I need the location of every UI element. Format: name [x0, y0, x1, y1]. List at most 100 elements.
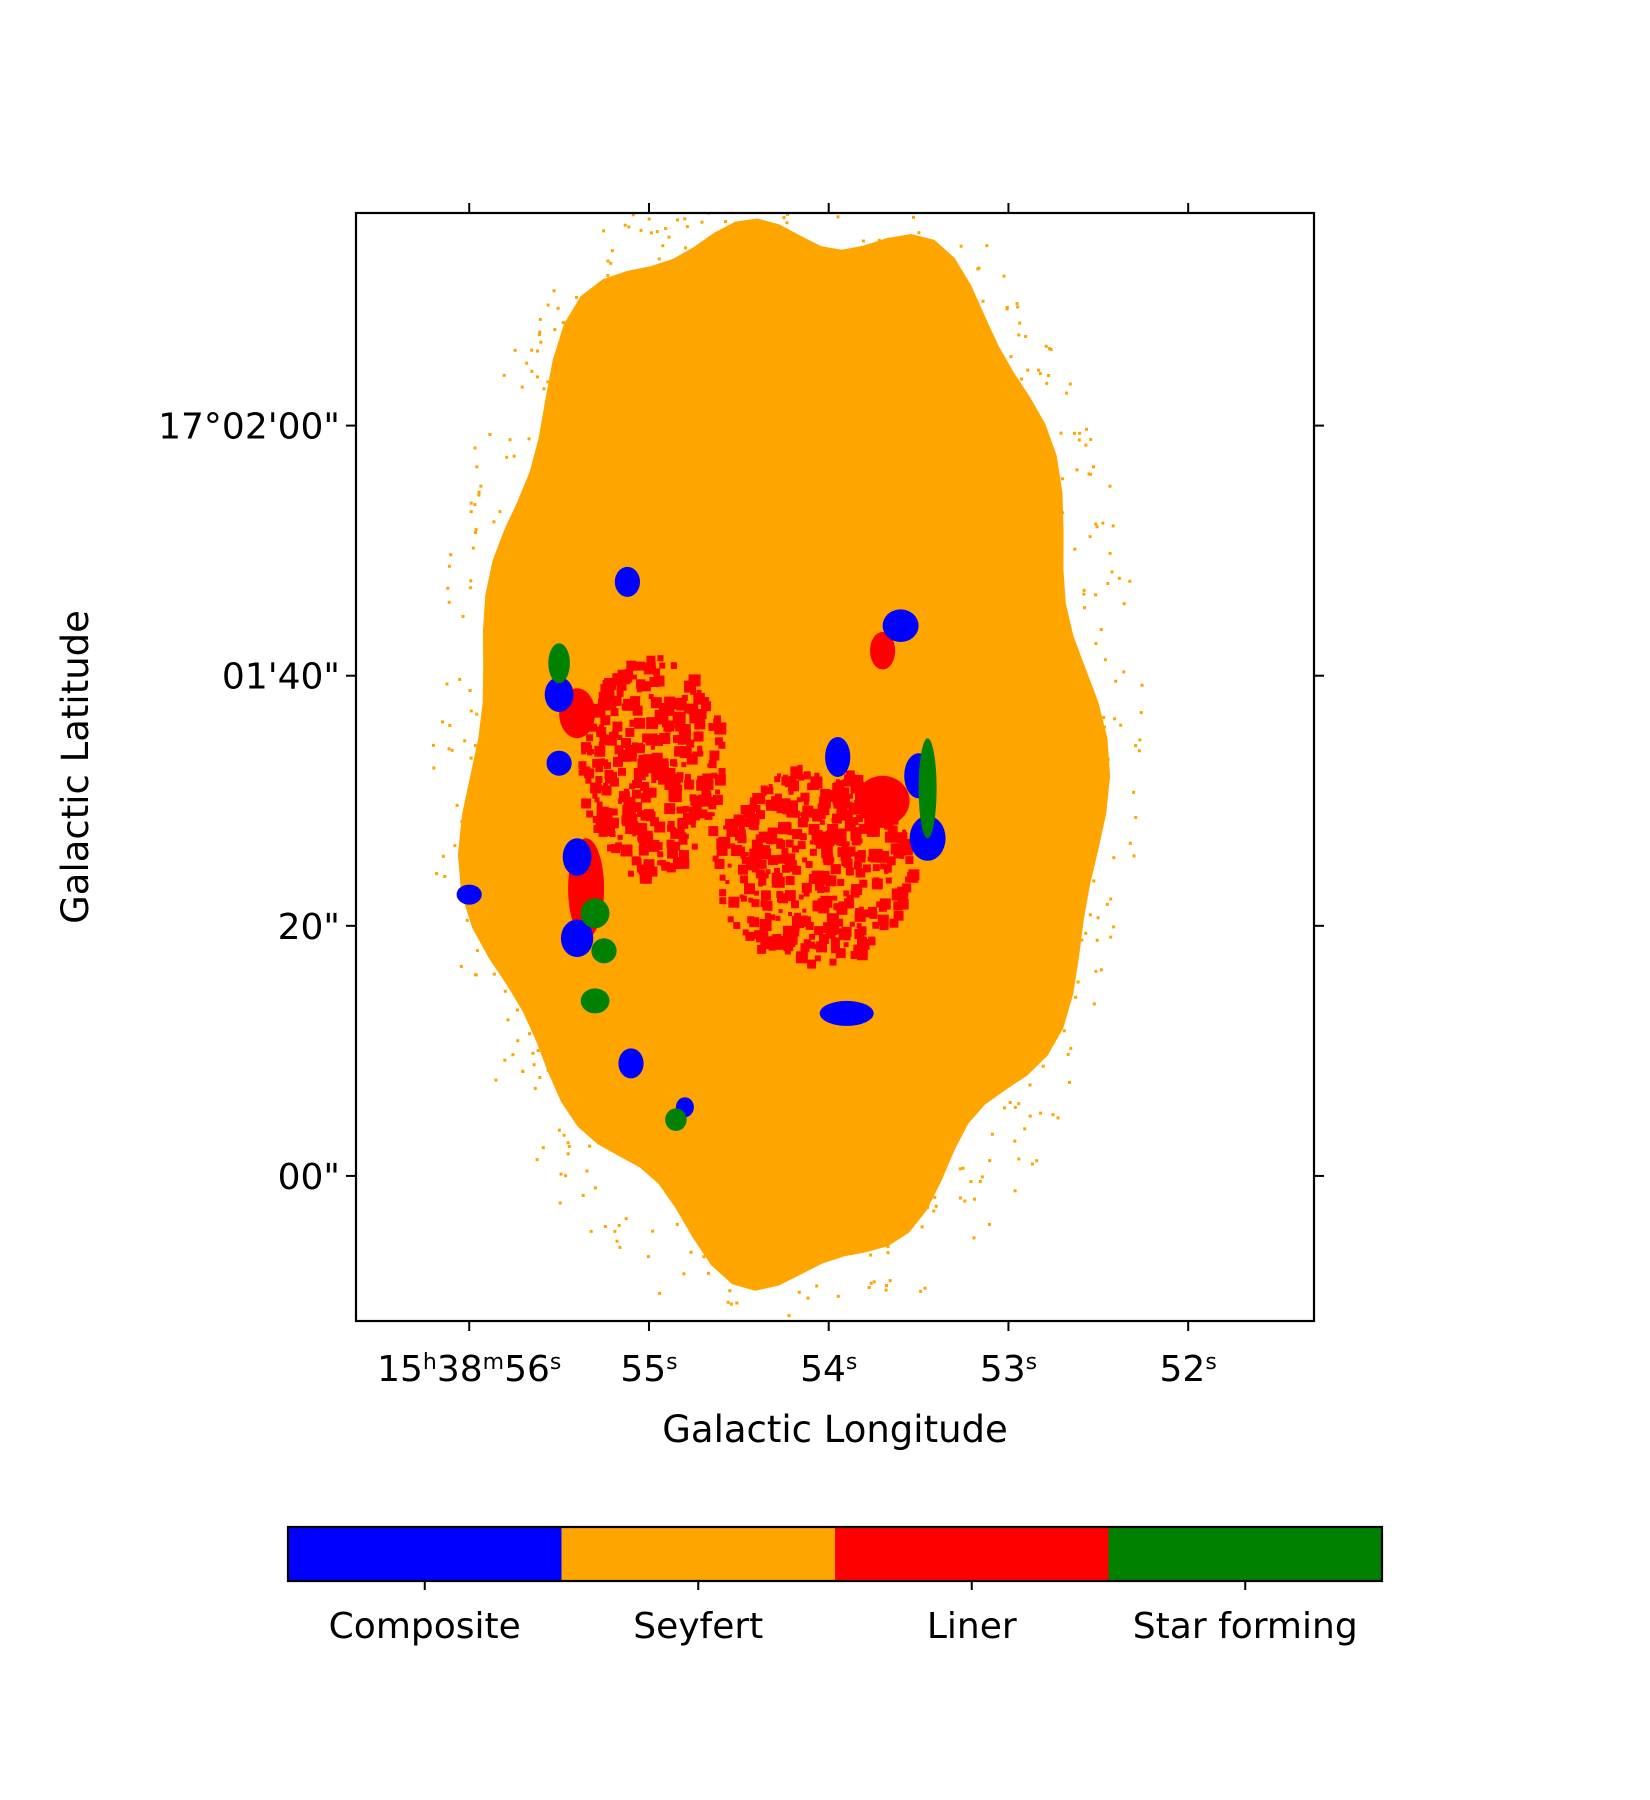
region-liner-pixel [594, 745, 606, 757]
region-liner-pixel [679, 849, 689, 860]
region-liner-pixel [664, 803, 676, 815]
colorbar-swatch-seyfert [561, 1527, 835, 1581]
region-liner-pixel [727, 916, 734, 923]
region-liner-pixel [803, 939, 811, 947]
region-fringe-pixel [985, 244, 989, 248]
region-fringe-pixel [940, 208, 943, 211]
region-seyfert-0 [457, 218, 1111, 1291]
region-liner-pixel [814, 926, 824, 936]
region-liner-pixel [650, 745, 655, 750]
region-fringe-pixel [1137, 749, 1141, 753]
region-liner-pixel [658, 656, 664, 662]
region-fringe-pixel [959, 244, 963, 248]
region-fringe-pixel [808, 143, 811, 146]
region-fringe-pixel [1103, 725, 1106, 729]
region-fringe-pixel [912, 215, 915, 219]
region-liner-pixel [848, 793, 853, 799]
region-fringe-pixel [1017, 1102, 1021, 1106]
region-liner-pixel [637, 758, 644, 765]
region-fringe-pixel [689, 1250, 693, 1254]
region-fringe-pixel [527, 437, 531, 441]
region-liner-pixel [781, 798, 791, 808]
region-fringe-pixel [1128, 841, 1132, 845]
region-fringe-pixel [795, 178, 798, 181]
region-fringe-pixel [505, 455, 509, 459]
region-fringe-pixel [706, 1254, 709, 1258]
region-fringe-pixel [961, 1166, 965, 1170]
colorbar-swatch-liner [835, 1527, 1109, 1581]
region-liner-pixel [659, 662, 666, 669]
region-fringe-pixel [1132, 790, 1136, 794]
region-fringe-pixel [702, 1255, 706, 1259]
region-fringe-pixel [461, 614, 465, 618]
region-liner-pixel [651, 769, 663, 780]
region-composite-14 [882, 609, 919, 642]
region-liner-pixel [758, 877, 767, 886]
region-liner-pixel [858, 906, 864, 912]
region-fringe-pixel [498, 510, 502, 514]
region-fringe-pixel [926, 1205, 930, 1209]
region-fringe-pixel [503, 989, 507, 993]
region-liner-pixel [776, 838, 783, 845]
region-fringe-pixel [525, 361, 529, 365]
region-liner-pixel [787, 829, 794, 836]
region-fringe-pixel [675, 1222, 679, 1226]
region-fringe-pixel [578, 307, 582, 311]
region-liner-pixel [632, 780, 641, 788]
region-fringe-pixel [649, 231, 653, 235]
region-liner-pixel [689, 712, 701, 724]
region-fringe-pixel [538, 317, 542, 321]
region-liner-pixel [612, 673, 624, 685]
region-fringe-pixel [472, 919, 476, 923]
region-fringe-pixel [511, 1053, 515, 1057]
region-liner-pixel [843, 858, 853, 868]
region-liner-pixel [604, 770, 614, 779]
region-liner-pixel [809, 848, 817, 856]
region-liner-pixel [869, 820, 880, 831]
region-fringe-pixel [631, 213, 635, 217]
region-liner-pixel [649, 758, 662, 771]
region-liner-pixel [774, 776, 781, 783]
region-fringe-pixel [1139, 711, 1143, 715]
region-fringe-pixel [613, 1229, 617, 1233]
region-fringe-pixel [1134, 744, 1138, 748]
region-liner-pixel [712, 794, 723, 805]
region-fringe-pixel [603, 1225, 607, 1229]
region-liner-pixel [684, 773, 691, 780]
region-fringe-pixel [1003, 1106, 1006, 1110]
region-liner-pixel [809, 933, 816, 940]
region-liner-pixel [851, 884, 863, 895]
region-liner-pixel [851, 806, 857, 812]
region-liner-pixel [616, 680, 627, 691]
region-liner-pixel [666, 768, 676, 777]
region-fringe-pixel [806, 1296, 810, 1300]
region-liner-pixel [665, 785, 671, 790]
colorbar-label: Composite [329, 1606, 521, 1647]
region-liner-pixel [778, 909, 783, 914]
region-liner-pixel [725, 880, 730, 885]
region-liner-pixel [792, 810, 800, 818]
region-fringe-pixel [1098, 742, 1102, 746]
region-fringe-pixel [937, 290, 941, 294]
region-fringe-pixel [1140, 683, 1144, 687]
region-liner-pixel [737, 834, 747, 844]
region-liner-pixel [835, 835, 846, 846]
region-liner-pixel [785, 876, 795, 885]
region-fringe-pixel [466, 802, 470, 805]
region-liner-pixel [801, 882, 812, 893]
region-liner-pixel [872, 921, 880, 929]
region-liner-pixel [611, 821, 619, 829]
region-liner-pixel [766, 787, 774, 795]
region-fringe-pixel [886, 1245, 890, 1249]
region-liner-pixel [797, 817, 808, 828]
region-liner-pixel [896, 832, 908, 844]
region-fringe-pixel [479, 484, 483, 488]
region-liner-pixel [766, 833, 778, 844]
region-liner-pixel [883, 864, 892, 873]
region-fringe-pixel [482, 847, 486, 851]
region-liner-pixel [606, 819, 613, 826]
region-liner-pixel [590, 782, 602, 794]
region-fringe-pixel [1088, 535, 1092, 539]
region-liner-pixel [733, 922, 741, 929]
region-liner-pixel [613, 756, 623, 767]
